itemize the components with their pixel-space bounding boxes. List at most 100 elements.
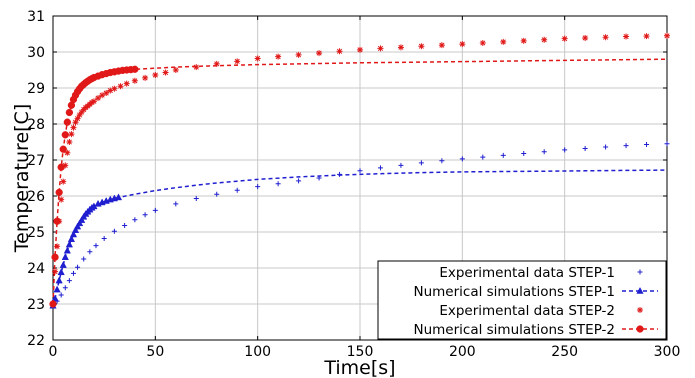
data-point-triangle <box>71 226 80 233</box>
data-point-asterisk <box>64 149 71 156</box>
data-point-asterisk <box>637 307 643 313</box>
series-group <box>49 58 668 308</box>
data-point-plus <box>122 223 128 229</box>
data-point-plus <box>664 141 670 147</box>
x-tick-label: 100 <box>244 344 271 360</box>
data-point-circle <box>63 118 71 126</box>
data-point-plus <box>562 147 568 153</box>
data-point-asterisk <box>295 51 302 58</box>
data-point-triangle <box>65 240 73 248</box>
y-tick-label: 26 <box>27 189 45 205</box>
data-point-plus <box>439 158 445 164</box>
data-point-plus <box>582 145 588 151</box>
data-point-asterisk <box>72 119 79 126</box>
y-tick-label: 27 <box>27 153 45 169</box>
data-point-plus <box>296 178 302 184</box>
data-point-asterisk <box>357 46 363 53</box>
data-point-asterisk <box>336 48 343 55</box>
data-point-asterisk <box>131 77 138 84</box>
data-point-asterisk <box>623 33 630 40</box>
data-point-plus <box>62 285 68 291</box>
data-point-plus <box>193 196 199 202</box>
y-axis-label: Temperature[C] <box>11 104 33 253</box>
data-point-asterisk <box>561 35 568 42</box>
data-point-plus <box>75 264 81 270</box>
data-point-plus <box>357 168 363 174</box>
data-point-asterisk <box>479 40 486 46</box>
data-point-triangle <box>114 193 123 201</box>
data-point-plus <box>480 154 486 160</box>
data-point-asterisk <box>254 55 261 62</box>
legend-items: Experimental data STEP-1 Numerical simula… <box>414 265 658 338</box>
data-point-plus <box>418 160 424 166</box>
data-point-circle <box>59 145 67 153</box>
data-point-asterisk <box>62 162 69 169</box>
data-point-asterisk <box>107 87 114 94</box>
data-point-asterisk <box>520 37 527 44</box>
data-point-circle <box>51 253 59 261</box>
data-point-plus <box>93 243 99 249</box>
data-point-plus <box>70 270 76 276</box>
x-tick-label: 0 <box>49 344 58 360</box>
data-point-circle <box>57 163 65 171</box>
data-point-triangle <box>53 285 61 293</box>
data-point-triangle <box>63 246 71 254</box>
data-point-asterisk <box>70 124 77 131</box>
data-point-triangle <box>59 261 67 268</box>
data-point-plus <box>623 143 629 149</box>
data-point-plus <box>81 256 87 262</box>
y-tick-label: 25 <box>27 225 45 241</box>
data-point-asterisk <box>142 74 149 81</box>
data-point-plus <box>214 191 220 197</box>
x-tick-label: 250 <box>551 344 578 360</box>
data-point-triangle <box>57 268 65 276</box>
y-tick-label: 31 <box>27 9 45 25</box>
data-point-asterisk <box>162 69 169 76</box>
legend: Experimental data STEP-1 Numerical simula… <box>377 260 667 340</box>
data-point-asterisk <box>117 83 124 90</box>
data-point-triangle <box>636 286 644 294</box>
data-point-asterisk <box>193 64 200 71</box>
data-point-plus <box>58 292 64 298</box>
legend-label: Numerical simulations STEP-1 <box>414 284 616 300</box>
data-point-asterisk <box>275 53 282 60</box>
data-point-plus <box>603 144 609 150</box>
x-axis-label: Time[s] <box>323 357 395 378</box>
data-point-asterisk <box>58 196 65 203</box>
data-point-triangle <box>67 235 76 242</box>
x-tick-label: 50 <box>146 344 164 360</box>
series-group <box>50 32 670 307</box>
data-point-plus <box>234 187 240 193</box>
data-point-asterisk <box>438 42 445 49</box>
data-point-circle <box>65 108 74 117</box>
legend-label: Numerical simulations STEP-2 <box>414 322 616 338</box>
series-line <box>52 58 668 305</box>
data-point-asterisk <box>68 131 75 138</box>
data-point-triangle <box>69 230 78 238</box>
data-point-asterisk <box>602 34 609 41</box>
data-point-triangle <box>55 276 63 284</box>
series-group <box>50 141 670 309</box>
data-point-asterisk <box>152 72 159 79</box>
y-tick-label: 23 <box>27 297 45 313</box>
data-point-asterisk <box>95 95 102 102</box>
data-point-plus <box>459 156 465 162</box>
legend-box <box>377 260 667 340</box>
y-tick-label: 22 <box>27 333 45 349</box>
data-point-plus <box>111 228 117 234</box>
data-point-asterisk <box>234 58 241 65</box>
data-point-circle <box>49 300 57 308</box>
data-point-asterisk <box>377 45 384 52</box>
data-point-asterisk <box>74 115 81 122</box>
data-point-asterisk <box>582 34 589 41</box>
data-point-plus <box>275 181 281 187</box>
data-point-asterisk <box>54 243 61 250</box>
data-point-asterisk <box>500 38 507 45</box>
data-point-asterisk <box>172 67 179 73</box>
y-tick-label: 24 <box>27 261 45 277</box>
data-point-asterisk <box>123 80 130 87</box>
data-point-asterisk <box>99 92 106 99</box>
data-point-plus <box>173 201 179 207</box>
data-point-asterisk <box>76 112 83 118</box>
